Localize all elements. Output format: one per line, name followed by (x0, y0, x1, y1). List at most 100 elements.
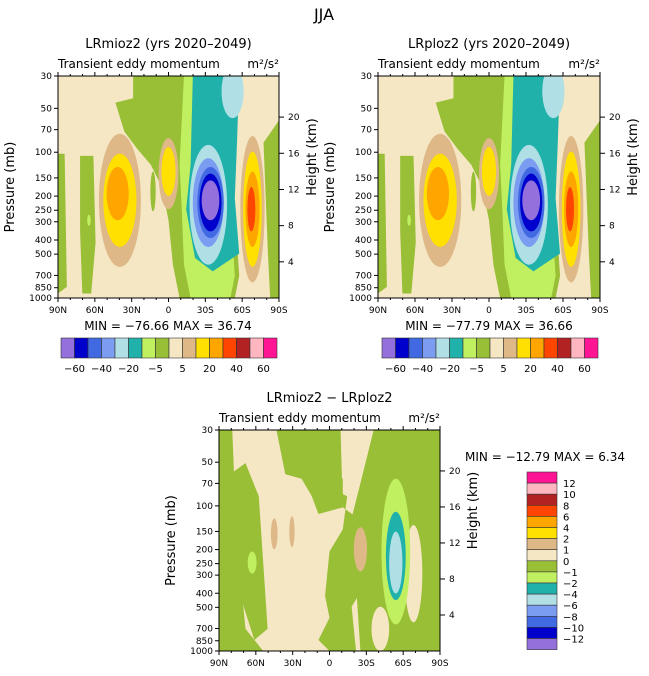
contour-region (542, 76, 565, 119)
colorbar-box (422, 337, 437, 359)
y-tick-label: 700 (355, 271, 372, 281)
colorbar-label: 1 (563, 546, 569, 557)
contour-region (566, 187, 575, 232)
colorbar-label: −8 (563, 612, 578, 623)
y-tick-label: 150 (355, 174, 372, 184)
colorbar-box (249, 337, 264, 359)
figure-title: JJA (313, 5, 334, 24)
colorbar-box (526, 516, 558, 528)
x-tick-label: 0 (486, 306, 492, 316)
y2-tick-label: 4 (609, 258, 615, 268)
colorbar-label: 10 (563, 490, 576, 501)
colorbar-box (236, 337, 251, 359)
colorbar-box (476, 337, 491, 359)
colorbar-box (526, 538, 558, 550)
contour-region (201, 180, 220, 221)
y-tick-label: 50 (361, 104, 373, 114)
plot-units: m²/s² (247, 57, 279, 71)
colorbar-box (526, 527, 558, 539)
y-tick-label: 400 (196, 589, 213, 599)
colorbar-box (60, 337, 75, 359)
contour-region (221, 76, 244, 119)
colorbar-label: 2 (563, 535, 569, 546)
colorbar-label: −4 (563, 590, 578, 601)
x-tick-label: 30S (358, 659, 375, 669)
y-tick-label: 30 (361, 72, 373, 82)
y2-tick-label: 4 (449, 611, 455, 621)
y-tick-label: 250 (196, 560, 213, 570)
colorbar-box (526, 504, 558, 517)
contour-region (263, 120, 279, 298)
colorbar-label: −40 (412, 364, 433, 375)
colorbar-box (395, 337, 410, 359)
x-tick-label: 60S (554, 306, 571, 316)
contour-region (230, 463, 268, 640)
plot-units: m²/s² (408, 411, 440, 425)
plot-subtitle: Transient eddy momentum (218, 411, 381, 425)
y-tick-label: 850 (35, 284, 52, 294)
x-tick-label: 90S (270, 306, 287, 316)
colorbar-label: 60 (257, 364, 270, 375)
contour-region (270, 518, 278, 550)
x-tick-label: 90N (210, 659, 228, 669)
colorbar-box (526, 571, 558, 584)
contour-region (58, 153, 67, 294)
y2-tick-label: 16 (288, 149, 300, 159)
colorbar-label: 0 (563, 557, 569, 568)
y-tick-label: 100 (355, 148, 372, 158)
contour-region (481, 147, 497, 196)
x-tick-label: 90S (431, 659, 448, 669)
y-tick-label: 300 (196, 571, 213, 581)
y-tick-label: 1000 (29, 294, 52, 304)
colorbar-box (526, 615, 558, 628)
contour-region (371, 606, 390, 651)
y2-axis-label: Height (km) (466, 472, 481, 549)
y-axis-label: Pressure (mb) (3, 142, 18, 233)
plot-p1: 90N 60N 30N 0 30S 60S 90S 30 50 70 100 150 200 250 300… (3, 37, 320, 316)
colorbar-label: 40 (551, 364, 564, 375)
colorbar-box (526, 493, 558, 506)
y-tick-label: 100 (35, 148, 52, 158)
contour-region (353, 527, 368, 572)
contour-region (389, 531, 403, 594)
colorbar-box (128, 337, 143, 359)
colorbar-label: −2 (563, 579, 578, 590)
plot-subtitle: Transient eddy momentum (57, 57, 220, 71)
colorbar-box (526, 560, 558, 573)
y-tick-label: 300 (355, 218, 372, 228)
contour-region (400, 155, 416, 294)
y-tick-label: 150 (196, 527, 213, 537)
x-tick-label: 60N (86, 306, 104, 316)
y-tick-label: 100 (196, 502, 213, 512)
colorbar-box (503, 337, 518, 359)
colorbar-box (462, 337, 477, 359)
plot-title: LRmioz2 (yrs 2020–2049) (85, 37, 252, 52)
colorbar-box (526, 471, 558, 484)
colorbar-box (435, 337, 450, 359)
contour-region (296, 469, 343, 514)
colorbar-label: −20 (118, 364, 139, 375)
y-tick-label: 200 (355, 192, 372, 202)
colorbar-box (182, 337, 197, 359)
y2-axis-label: Height (km) (626, 118, 641, 195)
colorbar-label: −1 (563, 568, 578, 579)
colorbar-label: 5 (179, 364, 185, 375)
colorbar-label: 6 (563, 512, 569, 523)
y-tick-label: 70 (41, 126, 53, 136)
x-tick-label: 90N (49, 306, 67, 316)
x-tick-label: 90S (591, 306, 608, 316)
colorbar-box (526, 638, 558, 650)
plot-title: LRmioz2 − LRploz2 (267, 391, 393, 406)
colorbar-box (516, 337, 531, 359)
y-tick-label: 50 (41, 104, 53, 114)
colorbar-label: −5 (148, 364, 163, 375)
x-tick-label: 90N (369, 306, 387, 316)
y-tick-label: 700 (196, 625, 213, 635)
contour-region (87, 214, 91, 226)
contour-region (150, 171, 156, 212)
colorbar-label: 12 (563, 479, 576, 490)
plot-stats: MIN = −76.66 MAX = 36.74 (84, 319, 252, 333)
y2-tick-label: 20 (288, 113, 300, 123)
plot-stats: MIN = −77.79 MAX = 36.66 (405, 319, 573, 333)
colorbar-box (222, 337, 237, 359)
